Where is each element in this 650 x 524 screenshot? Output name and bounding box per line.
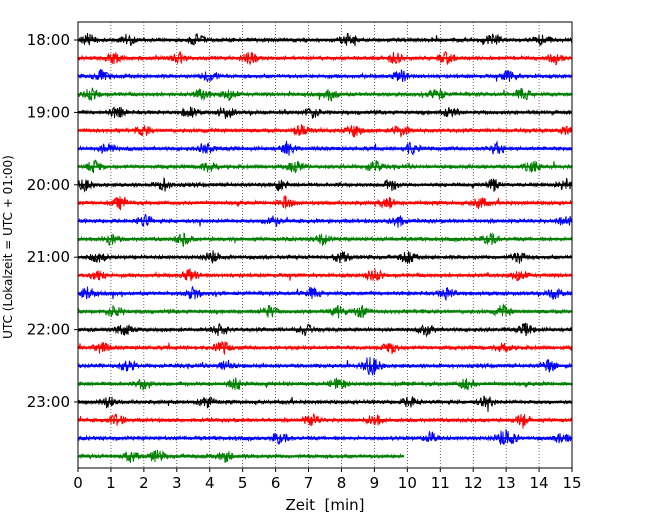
- x-tick-label: 10: [398, 474, 417, 492]
- x-tick-label: 3: [172, 474, 182, 492]
- grid-layer: [110, 22, 540, 468]
- x-tick-label: 9: [370, 474, 380, 492]
- x-axis-ticks: 0 1 2 3 4 5 6 7 8 9 10 11 12 13 14 15: [73, 468, 582, 492]
- seismogram-trace: [77, 395, 573, 412]
- x-tick-label: 12: [464, 474, 483, 492]
- x-tick-label: 4: [205, 474, 215, 492]
- y-tick-label: 18:00: [27, 31, 70, 49]
- seismogram-trace: [77, 429, 573, 446]
- x-tick-label: 0: [73, 474, 83, 492]
- x-tick-label: 13: [497, 474, 516, 492]
- y-tick-label: 19:00: [27, 103, 70, 121]
- x-axis-label: Zeit [min]: [285, 496, 364, 514]
- y-tick-label: 22:00: [27, 321, 70, 339]
- x-tick-label: 2: [139, 474, 149, 492]
- y-tick-label: 21:00: [27, 248, 70, 266]
- x-tick-label: 6: [271, 474, 281, 492]
- x-tick-label: 5: [238, 474, 248, 492]
- x-tick-label: 1: [106, 474, 116, 492]
- y-axis-ticks: 18:00 19:00 20:00 21:00 22:00 23:00: [27, 31, 78, 411]
- trace-layer: [77, 33, 573, 463]
- x-tick-label: 14: [530, 474, 549, 492]
- y-tick-label: 23:00: [27, 393, 70, 411]
- x-tick-label: 7: [304, 474, 314, 492]
- x-tick-label: 8: [337, 474, 347, 492]
- y-axis-label: UTC (Lokalzeit = UTC + 01:00): [1, 155, 15, 339]
- plot-frame: [77, 21, 573, 469]
- x-tick-label: 11: [431, 474, 450, 492]
- x-tick-label: 15: [562, 474, 581, 492]
- y-tick-label: 20:00: [27, 176, 70, 194]
